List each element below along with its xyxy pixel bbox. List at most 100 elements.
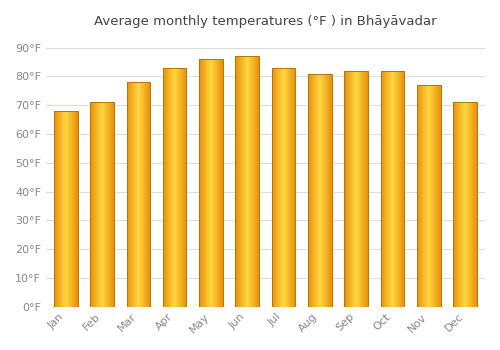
Bar [96,103,97,307]
Bar [181,68,182,307]
Bar [221,59,222,307]
Bar [201,59,202,307]
Bar [76,111,77,307]
Bar [308,74,310,307]
Bar [284,68,285,307]
Bar [138,82,139,307]
Bar [325,74,326,307]
Bar [71,111,72,307]
Bar [179,68,180,307]
Bar [363,71,364,307]
Bar [204,59,205,307]
Bar [461,103,462,307]
Bar [94,103,95,307]
Bar [245,56,246,307]
Bar [200,59,201,307]
Bar [126,82,150,307]
Bar [72,111,73,307]
Bar [211,59,212,307]
Bar [57,111,58,307]
Bar [360,71,361,307]
Bar [385,71,386,307]
Bar [439,85,440,307]
Bar [100,103,101,307]
Bar [394,71,395,307]
Bar [199,59,200,307]
Bar [62,111,63,307]
Bar [317,74,318,307]
Bar [272,68,273,307]
Bar [244,56,245,307]
Bar [144,82,145,307]
Bar [273,68,274,307]
Bar [215,59,216,307]
Bar [199,59,223,307]
Bar [163,68,186,307]
Bar [101,103,102,307]
Bar [207,59,208,307]
Bar [390,71,392,307]
Bar [362,71,363,307]
Bar [418,85,420,307]
Bar [320,74,321,307]
Bar [399,71,400,307]
Bar [330,74,331,307]
Bar [182,68,183,307]
Bar [222,59,223,307]
Bar [243,56,244,307]
Bar [433,85,434,307]
Bar [349,71,350,307]
Bar [425,85,426,307]
Bar [474,103,475,307]
Bar [168,68,169,307]
Bar [251,56,252,307]
Bar [102,103,104,307]
Bar [70,111,71,307]
Bar [166,68,167,307]
Bar [383,71,384,307]
Bar [164,68,166,307]
Bar [430,85,431,307]
Bar [240,56,241,307]
Bar [344,71,368,307]
Bar [216,59,217,307]
Bar [393,71,394,307]
Bar [236,56,238,307]
Bar [389,71,390,307]
Bar [287,68,288,307]
Bar [351,71,352,307]
Bar [467,103,468,307]
Bar [249,56,250,307]
Bar [313,74,314,307]
Bar [134,82,135,307]
Bar [398,71,399,307]
Bar [462,103,464,307]
Bar [238,56,239,307]
Bar [295,68,296,307]
Bar [353,71,354,307]
Bar [380,71,404,307]
Bar [148,82,149,307]
Bar [316,74,317,307]
Bar [384,71,385,307]
Bar [328,74,330,307]
Bar [380,71,381,307]
Bar [381,71,382,307]
Bar [286,68,287,307]
Bar [315,74,316,307]
Bar [471,103,472,307]
Bar [355,71,356,307]
Bar [314,74,315,307]
Bar [400,71,402,307]
Bar [278,68,279,307]
Bar [434,85,435,307]
Bar [453,103,477,307]
Bar [104,103,105,307]
Bar [107,103,108,307]
Bar [202,59,203,307]
Bar [426,85,427,307]
Bar [460,103,461,307]
Bar [258,56,259,307]
Bar [184,68,186,307]
Bar [65,111,66,307]
